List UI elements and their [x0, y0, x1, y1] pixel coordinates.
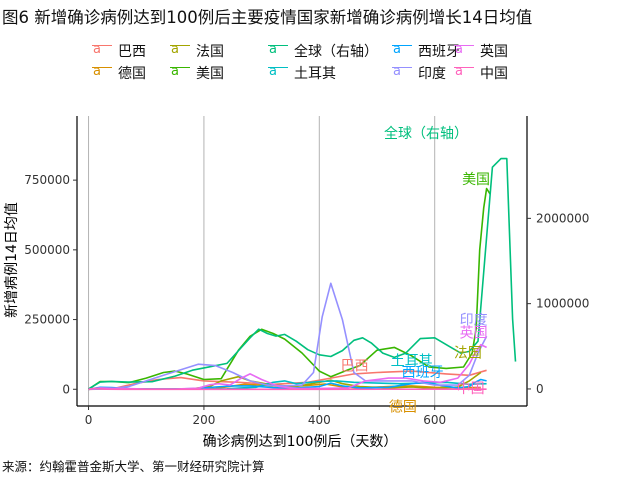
end-label-法国: 法国	[454, 346, 482, 362]
legend-key-glyph: a	[393, 63, 401, 79]
legend-key-glyph: a	[93, 63, 101, 79]
legend-item: a 印度	[392, 63, 446, 83]
legend-label: 巴西	[118, 44, 146, 60]
legend-key-glyph: a	[171, 63, 179, 79]
legend-key-glyph: a	[171, 41, 179, 57]
y-left-tick-label: 0	[62, 382, 70, 396]
legend-key: a	[268, 63, 288, 82]
y-right-tick-label: 1000000	[536, 297, 589, 311]
series-line-中国	[88, 387, 487, 391]
legend-item: a 巴西	[92, 41, 146, 61]
legend-label: 印度	[418, 66, 446, 82]
end-label-英国: 英国	[460, 324, 488, 341]
y-right-tick-label: 2000000	[536, 211, 589, 225]
legend-key: a	[92, 41, 112, 60]
legend-key: a	[392, 41, 412, 60]
series-line-印度	[88, 282, 488, 391]
x-axis-label: 确诊病例达到100例后（天数）	[203, 434, 398, 450]
legend-item: a 中国	[454, 63, 508, 83]
legend-label: 西班牙	[418, 44, 460, 60]
legend-label: 土耳其	[294, 66, 336, 82]
y-left-tick-label: 250000	[24, 313, 70, 327]
legend-item: a 土耳其	[268, 63, 336, 83]
end-label-巴西: 巴西	[341, 358, 369, 374]
x-tick-label: 600	[423, 413, 446, 427]
series-line-美国	[88, 187, 491, 390]
legend-key-glyph: a	[93, 41, 101, 57]
legend-key-glyph: a	[269, 41, 277, 57]
legend-key-glyph: a	[455, 41, 463, 57]
legend-key: a	[454, 41, 474, 60]
legend-label: 法国	[196, 44, 224, 60]
end-label-土耳其: 土耳其	[391, 354, 433, 370]
end-label-西班牙: 西班牙	[402, 365, 444, 381]
legend-item: a 法国	[170, 41, 224, 61]
x-tick-label: 400	[308, 413, 331, 427]
source-note: 来源：约翰霍普金斯大学、第一财经研究院计算	[2, 459, 265, 474]
legend-item: a 全球（右轴）	[268, 41, 378, 61]
series-layer	[88, 157, 517, 391]
legend-label: 英国	[480, 44, 508, 60]
legend-label: 中国	[480, 66, 508, 82]
legend-key: a	[268, 41, 288, 60]
axes-layer: 0 200 400 600 0 250000 500000 750000 0 1000000 200…	[24, 116, 589, 427]
series-line-全球（右轴）	[88, 157, 517, 390]
legend-key: a	[170, 41, 190, 60]
y-left-tick-label: 750000	[24, 173, 70, 187]
end-label-印度: 印度	[460, 312, 488, 328]
x-tick-label: 200	[192, 413, 215, 427]
legend-key: a	[92, 63, 112, 82]
legend-item: a 美国	[170, 63, 224, 83]
legend-item: a 西班牙	[392, 41, 460, 61]
end-label-德国: 德国	[389, 400, 417, 416]
legend-label: 全球（右轴）	[294, 44, 378, 60]
grid-layer	[88, 116, 436, 406]
chart-title: 图6 新增确诊病例达到100例后主要疫情国家新增确诊病例增长14日均值	[2, 8, 533, 27]
legend-key-glyph: a	[269, 63, 277, 79]
y-right-tick-label: 0	[536, 382, 544, 396]
legend-key-glyph: a	[455, 63, 463, 79]
legend-key: a	[170, 63, 190, 82]
end-label-美国: 美国	[462, 172, 490, 188]
legend-label: 德国	[118, 66, 146, 82]
legend-key: a	[454, 63, 474, 82]
end-label-全球（右轴）: 全球（右轴）	[384, 125, 468, 142]
legend-item: a 德国	[92, 63, 146, 83]
end-label-中国: 中国	[457, 381, 485, 397]
legend-key: a	[392, 63, 412, 82]
x-tick-label: 0	[85, 413, 93, 427]
legend-key-glyph: a	[393, 41, 401, 57]
legend-item: a 英国	[454, 41, 508, 61]
y-left-tick-label: 500000	[24, 243, 70, 257]
legend-label: 美国	[196, 66, 224, 82]
y-axis-label: 新增病例14日均值	[4, 202, 20, 318]
